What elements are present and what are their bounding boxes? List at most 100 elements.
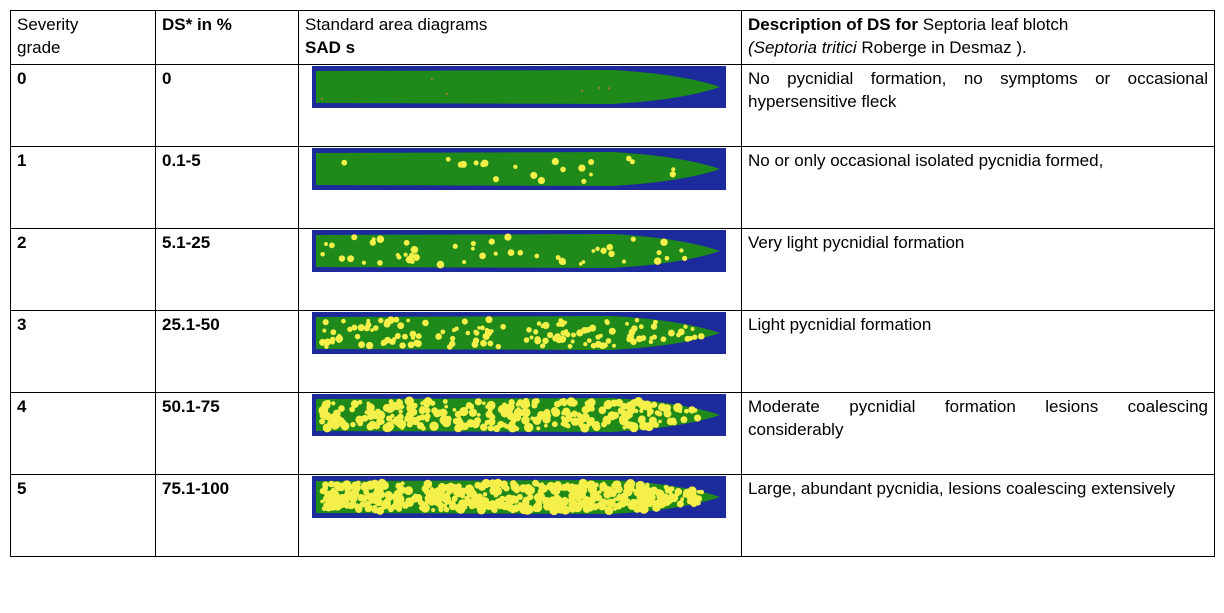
lesion xyxy=(534,254,539,259)
lesion xyxy=(549,506,558,515)
lesion xyxy=(452,328,456,332)
lesion xyxy=(684,409,689,414)
lesion xyxy=(444,507,450,513)
lesion xyxy=(611,483,617,489)
grade: 5 xyxy=(17,479,26,498)
lesion xyxy=(538,177,545,184)
lesion xyxy=(588,159,594,165)
lesion xyxy=(539,484,547,492)
leaf-blade xyxy=(316,152,720,186)
lesion xyxy=(583,482,590,489)
lesion xyxy=(431,78,433,80)
header-text: Septoria leaf blotch xyxy=(923,15,1069,34)
grade-cell: 5 xyxy=(11,475,156,557)
lesion xyxy=(488,505,492,509)
lesion xyxy=(683,494,687,498)
grade-cell: 0 xyxy=(11,65,156,147)
lesion xyxy=(488,425,494,431)
diagram-cell xyxy=(299,311,742,393)
lesion xyxy=(355,334,360,339)
lesion xyxy=(489,239,495,245)
description-cell: Large, abundant pycnidia, lesions coales… xyxy=(742,475,1215,557)
lesion xyxy=(552,158,559,165)
lesion xyxy=(635,318,640,323)
lesion xyxy=(604,419,609,424)
lesion xyxy=(377,235,385,243)
lesion xyxy=(576,418,583,425)
lesion xyxy=(589,325,596,332)
lesion xyxy=(600,248,606,254)
lesion xyxy=(450,336,455,341)
lesion xyxy=(329,242,335,248)
lesion xyxy=(407,421,413,427)
lesion xyxy=(411,335,415,339)
lesion xyxy=(361,415,368,422)
lesion xyxy=(594,421,600,427)
lesion xyxy=(626,498,630,502)
lesion xyxy=(524,423,533,432)
lesion xyxy=(640,485,647,492)
grade: 0 xyxy=(17,69,26,88)
lesion xyxy=(631,237,636,242)
lesion xyxy=(362,261,366,265)
lesion xyxy=(383,500,391,508)
ds-cell: 75.1-100 xyxy=(156,475,299,557)
lesion xyxy=(636,335,643,342)
header-text: DS* in % xyxy=(162,15,232,34)
lesion xyxy=(692,335,697,340)
lesion xyxy=(341,160,347,166)
lesion xyxy=(385,491,393,499)
lesion xyxy=(443,410,447,414)
lesion xyxy=(322,329,326,333)
lesion xyxy=(473,330,477,334)
lesion xyxy=(541,343,546,348)
lesion xyxy=(416,333,422,339)
lesion xyxy=(625,322,629,326)
lesion xyxy=(471,420,479,428)
lesion xyxy=(612,344,616,348)
lesion xyxy=(591,249,595,253)
lesion xyxy=(520,402,527,409)
lesion xyxy=(420,414,426,420)
lesion xyxy=(589,173,593,177)
lesion xyxy=(665,256,670,261)
lesion xyxy=(537,321,541,325)
lesion xyxy=(641,500,646,505)
lesion xyxy=(331,341,335,345)
lesion xyxy=(656,490,664,498)
lesion xyxy=(469,408,477,416)
lesion xyxy=(606,244,613,251)
lesion xyxy=(495,498,504,507)
lesion xyxy=(562,408,570,416)
description: No pycnidial formation, no symptoms or o… xyxy=(748,67,1208,113)
lesion xyxy=(649,340,653,344)
lesion xyxy=(325,400,331,406)
lesion xyxy=(533,398,539,404)
header-text: Description of DS for xyxy=(748,15,918,34)
lesion xyxy=(528,487,535,494)
lesion xyxy=(381,342,385,346)
lesion xyxy=(552,421,558,427)
leaf-diagram xyxy=(312,394,726,436)
lesion xyxy=(648,404,653,409)
lesion xyxy=(493,176,499,182)
lesion xyxy=(679,248,683,252)
lesion xyxy=(512,506,518,512)
lesion xyxy=(558,320,565,327)
lesion xyxy=(405,498,410,503)
lesion xyxy=(373,505,378,510)
lesion xyxy=(699,490,704,495)
lesion xyxy=(331,413,338,420)
lesion xyxy=(323,423,332,432)
lesion xyxy=(377,260,383,266)
lesion xyxy=(399,342,405,348)
lesion xyxy=(471,241,476,246)
lesion xyxy=(445,416,452,423)
lesion xyxy=(586,404,594,412)
lesion xyxy=(385,424,393,432)
lesion xyxy=(375,498,383,506)
lesion xyxy=(595,247,599,251)
lesion xyxy=(586,423,590,427)
